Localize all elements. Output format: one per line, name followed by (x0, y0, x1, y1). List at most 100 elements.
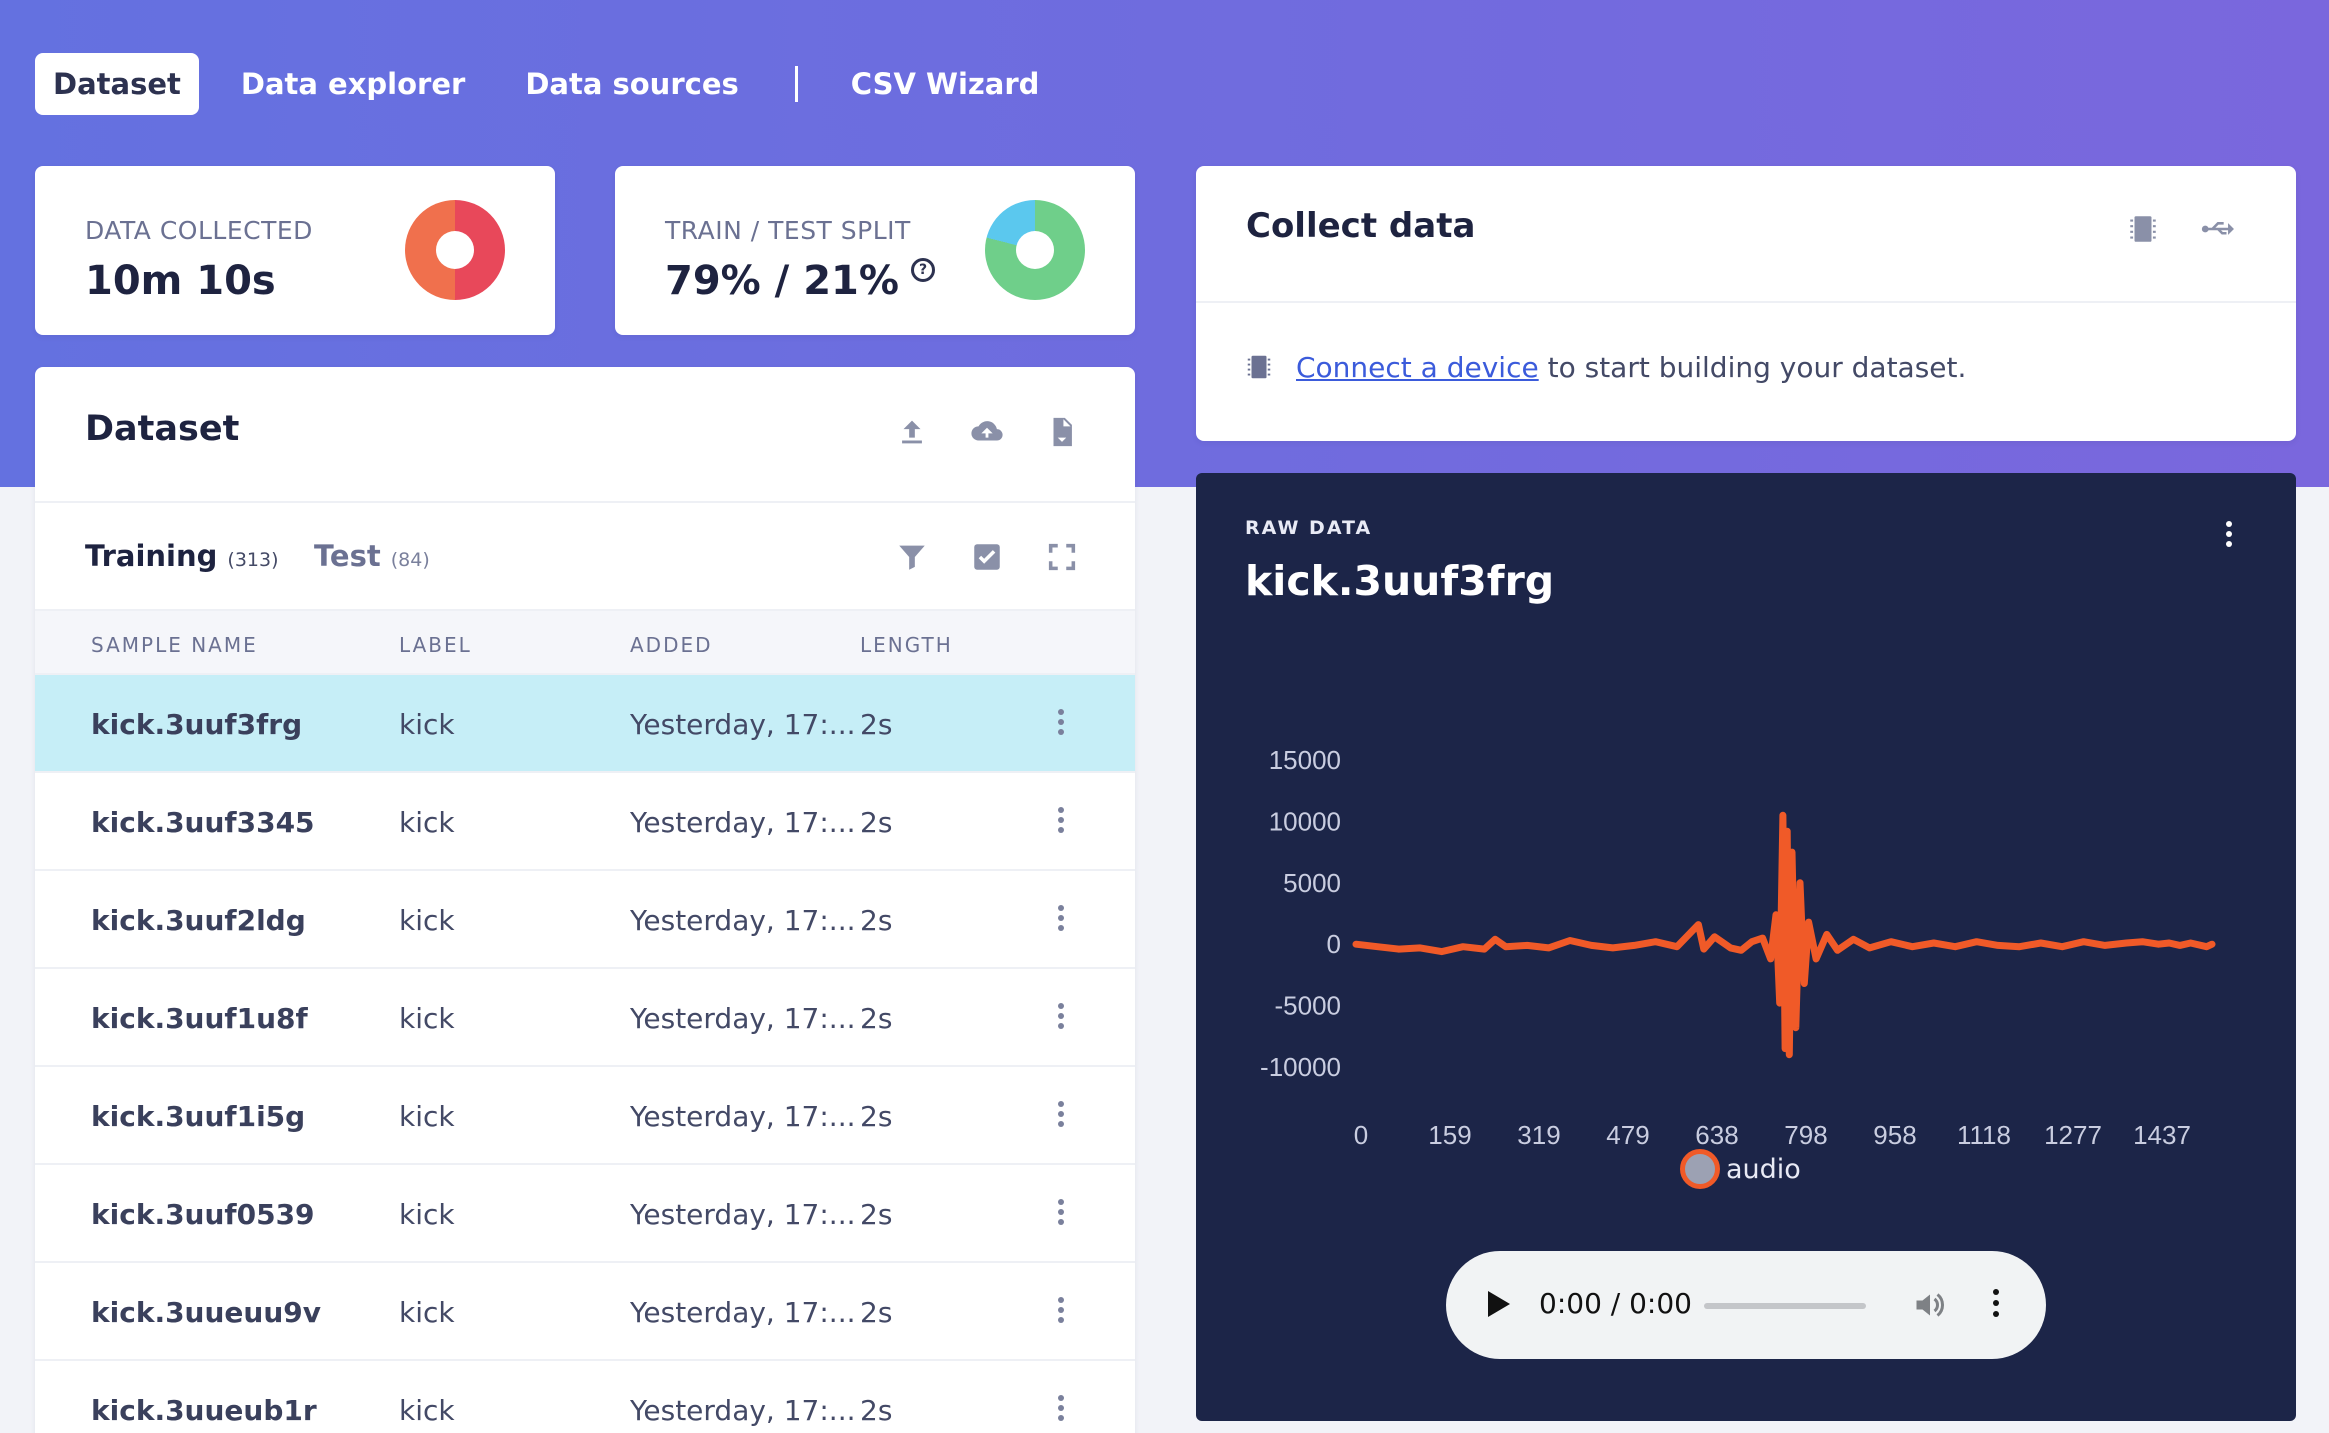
tab-csv-wizard[interactable]: CSV Wizard (850, 67, 1040, 101)
sample-name-cell: kick.3uueub1r (91, 1394, 317, 1427)
row-menu-icon[interactable] (1056, 807, 1066, 837)
row-menu-icon[interactable] (1056, 1199, 1066, 1229)
length-cell: 2s (860, 1100, 893, 1133)
column-added[interactable]: ADDED (630, 633, 713, 657)
sample-name-cell: kick.3uuf0539 (91, 1198, 315, 1231)
sample-name-cell: kick.3uuf3345 (91, 806, 315, 839)
train-test-split-donut (985, 200, 1085, 300)
tab-test-count: (84) (390, 549, 430, 571)
audio-player: 0:00 / 0:00 (1446, 1251, 2046, 1359)
top-nav: Dataset Data explorer Data sources CSV W… (35, 53, 1081, 115)
tab-test[interactable]: Test (84) (314, 539, 430, 573)
sample-name-cell: kick.3uuf2ldg (91, 904, 306, 937)
length-cell: 2s (860, 1002, 893, 1035)
label-cell: kick (399, 904, 455, 937)
table-row[interactable]: kick.3uuf3345 kick Yesterday, 17:... 2s (35, 773, 1135, 871)
row-menu-icon[interactable] (1056, 1101, 1066, 1131)
collect-divider (1196, 301, 2296, 303)
usb-icon[interactable] (2201, 212, 2235, 246)
table-row[interactable]: kick.3uueuu9v kick Yesterday, 17:... 2s (35, 1263, 1135, 1361)
cloud-upload-icon[interactable] (970, 415, 1004, 449)
row-menu-icon[interactable] (1056, 1003, 1066, 1033)
table-row[interactable]: kick.3uuf3frg kick Yesterday, 17:... 2s (35, 675, 1135, 773)
label-cell: kick (399, 1100, 455, 1133)
more-options-icon[interactable] (2224, 521, 2234, 551)
x-tick-label: 319 (1517, 1120, 1560, 1150)
column-length[interactable]: LENGTH (860, 633, 953, 657)
length-cell: 2s (860, 1394, 893, 1427)
tab-test-label: Test (314, 539, 381, 573)
row-menu-icon[interactable] (1056, 709, 1066, 739)
row-menu-icon[interactable] (1056, 905, 1066, 935)
connect-device-link[interactable]: Connect a device (1296, 351, 1539, 384)
row-menu-icon[interactable] (1056, 1297, 1066, 1327)
y-tick-label: 15000 (1269, 745, 1341, 775)
upload-icon[interactable] (895, 415, 929, 449)
x-tick-label: 798 (1784, 1120, 1827, 1150)
raw-data-chart: 15000 10000 5000 0 -5000 -10000 0 159 319 479 638 7… (1260, 745, 2216, 1150)
row-menu-icon[interactable] (1056, 1395, 1066, 1425)
tab-dataset[interactable]: Dataset (35, 53, 199, 115)
dataset-subtabs: Training (313) Test (84) (35, 501, 1135, 609)
device-chip-icon[interactable] (2126, 212, 2160, 246)
raw-data-label: RAW DATA (1245, 517, 1373, 539)
volume-icon[interactable] (1912, 1287, 1948, 1323)
x-tick-label: 1118 (1957, 1120, 2011, 1150)
label-cell: kick (399, 1394, 455, 1427)
x-tick-label: 479 (1606, 1120, 1649, 1150)
legend-audio-label: audio (1726, 1153, 1801, 1185)
collect-data-card: Collect data Connect a device to start b… (1196, 166, 2296, 441)
table-row[interactable]: kick.3uuf0539 kick Yesterday, 17:... 2s (35, 1165, 1135, 1263)
connect-device-message: Connect a device to start building your … (1296, 351, 1966, 384)
tab-training[interactable]: Training (313) (85, 539, 279, 573)
raw-data-title: kick.3uuf3frg (1245, 557, 1555, 605)
player-more-icon[interactable] (1992, 1289, 2000, 1321)
column-label[interactable]: LABEL (399, 633, 472, 657)
table-row[interactable]: kick.3uuf2ldg kick Yesterday, 17:... 2s (35, 871, 1135, 969)
tab-data-explorer[interactable]: Data explorer (240, 67, 466, 101)
dataset-panel: Dataset Training (313) Test (84) SAMPLE NA… (35, 367, 1135, 1433)
player-time: 0:00 / 0:00 (1539, 1287, 1692, 1320)
tab-training-label: Training (85, 539, 218, 573)
length-cell: 2s (860, 1296, 893, 1329)
expand-icon[interactable] (1045, 540, 1079, 574)
collect-data-title: Collect data (1246, 206, 1476, 246)
added-cell: Yesterday, 17:... (630, 1296, 856, 1329)
x-tick-label: 1277 (2044, 1120, 2102, 1150)
length-cell: 2s (860, 904, 893, 937)
chart-legend[interactable]: audio (1680, 1149, 1801, 1189)
data-collected-donut (405, 200, 505, 300)
added-cell: Yesterday, 17:... (630, 904, 856, 937)
table-row[interactable]: kick.3uuf1u8f kick Yesterday, 17:... 2s (35, 969, 1135, 1067)
tab-training-count: (313) (227, 549, 279, 571)
label-cell: kick (399, 1296, 455, 1329)
column-sample-name[interactable]: SAMPLE NAME (91, 633, 258, 657)
play-icon[interactable] (1488, 1291, 1510, 1317)
y-tick-label: 5000 (1283, 868, 1341, 898)
table-row[interactable]: kick.3uuf1i5g kick Yesterday, 17:... 2s (35, 1067, 1135, 1165)
tab-data-sources[interactable]: Data sources (525, 67, 739, 101)
added-cell: Yesterday, 17:... (630, 1100, 856, 1133)
x-tick-label: 159 (1428, 1120, 1471, 1150)
train-test-split-card: TRAIN / TEST SPLIT 79% / 21% ? (615, 166, 1135, 335)
device-chip-small-icon (1244, 352, 1274, 382)
table-header: SAMPLE NAME LABEL ADDED LENGTH (35, 609, 1135, 675)
label-cell: kick (399, 1198, 455, 1231)
x-tick-label: 638 (1695, 1120, 1738, 1150)
data-collected-card: DATA COLLECTED 10m 10s (35, 166, 555, 335)
y-tick-label: 10000 (1269, 806, 1341, 836)
help-icon[interactable]: ? (911, 258, 935, 282)
raw-data-panel: RAW DATA kick.3uuf3frg 15000 10000 5000 0 -5… (1196, 473, 2296, 1421)
export-file-icon[interactable] (1045, 415, 1079, 449)
player-progress-bar[interactable] (1704, 1303, 1866, 1309)
legend-audio-marker (1680, 1149, 1720, 1189)
train-test-split-label: TRAIN / TEST SPLIT (665, 216, 911, 245)
sample-name-cell: kick.3uuf1u8f (91, 1002, 308, 1035)
filter-icon[interactable] (895, 540, 929, 574)
length-cell: 2s (860, 1198, 893, 1231)
x-tick-label: 958 (1873, 1120, 1916, 1150)
added-cell: Yesterday, 17:... (630, 1002, 856, 1035)
table-row[interactable]: kick.3uueub1r kick Yesterday, 17:... 2s (35, 1361, 1135, 1433)
x-tick-label: 0 (1354, 1120, 1368, 1150)
select-checkbox-icon[interactable] (970, 540, 1004, 574)
